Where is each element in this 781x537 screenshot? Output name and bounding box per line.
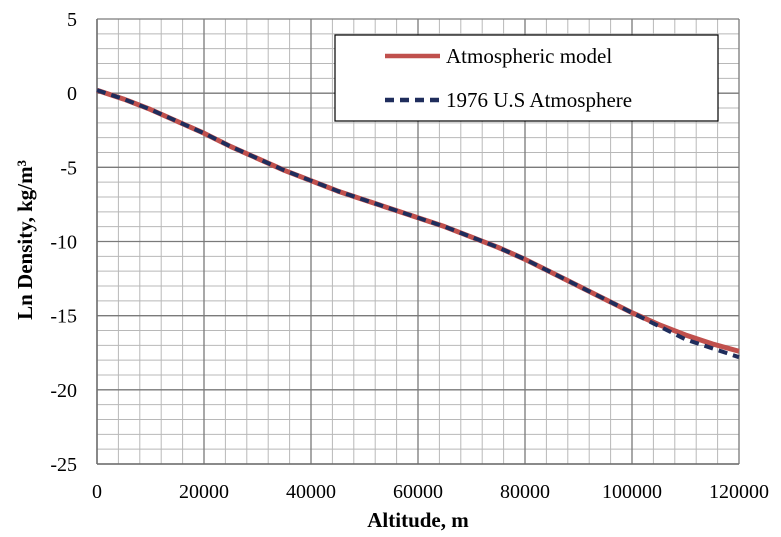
legend: Atmospheric model 1976 U.S Atmosphere	[334, 34, 719, 122]
x-tick-label: 120000	[709, 481, 769, 503]
series-layer	[96, 87, 740, 360]
y-tick-labels: 5 0 -5 -10 -15 -20 -25	[50, 9, 77, 476]
y-tick-label: 0	[67, 83, 77, 105]
x-tick-label: 80000	[500, 481, 550, 503]
y-tick-label: -5	[60, 157, 77, 179]
y-tick-label: 5	[67, 9, 77, 31]
legend-box	[334, 34, 719, 122]
x-tick-labels: 0 20000 40000 60000 80000 100000 120000	[92, 481, 769, 503]
x-tick-label: 20000	[179, 481, 229, 503]
x-tick-label: 100000	[602, 481, 662, 503]
y-tick-label: -10	[50, 232, 77, 254]
series-line-1976-us-atmosphere	[96, 88, 740, 360]
legend-label-atmospheric-model: Atmospheric model	[446, 44, 612, 68]
y-tick-label: -25	[50, 454, 77, 476]
x-tick-label: 40000	[286, 481, 336, 503]
x-tick-label: 0	[92, 481, 102, 503]
y-tick-label: -15	[50, 306, 77, 328]
y-tick-label: -20	[50, 380, 77, 402]
x-tick-label: 60000	[393, 481, 443, 503]
x-axis-title: Altitude, m	[367, 508, 469, 532]
y-axis-title: Ln Density, kg/m³	[13, 160, 37, 320]
legend-label-1976-us-atmosphere: 1976 U.S Atmosphere	[446, 88, 632, 112]
